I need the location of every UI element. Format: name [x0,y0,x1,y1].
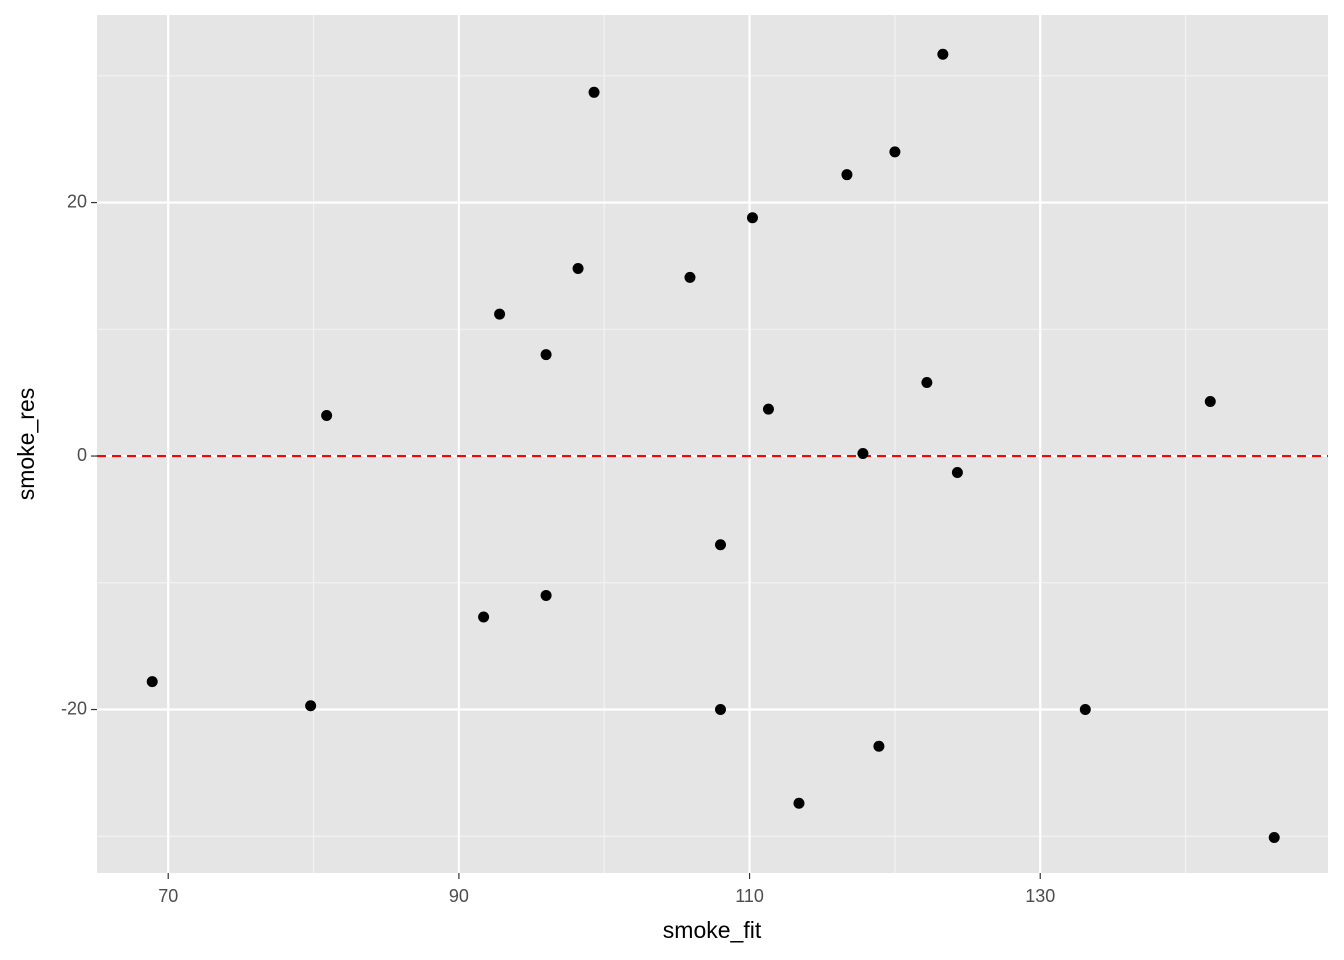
point [540,349,552,361]
panel [97,15,1328,873]
point [793,797,805,809]
point [540,589,552,601]
point [746,212,758,224]
point [762,403,774,415]
point [951,467,963,479]
point [921,377,933,389]
point [1079,704,1091,716]
x-tick-label: 130 [1025,886,1055,906]
point [857,448,869,460]
point [478,611,490,623]
point [841,169,853,181]
y-tick-label: 0 [77,445,87,465]
point [937,48,949,60]
y-axis-title: smoke_res [13,388,39,500]
point [305,700,317,712]
point [714,704,726,716]
point [714,539,726,551]
x-tick-label: 90 [449,886,469,906]
point [1204,396,1216,408]
point [588,86,600,98]
x-tick-label: 110 [735,886,764,906]
point [684,271,696,283]
point [146,676,158,688]
point [321,409,333,421]
y-tick-label: -20 [61,698,87,718]
x-tick-label: 70 [158,886,178,906]
point [1268,832,1280,844]
point [494,308,506,320]
y-tick-label: 20 [67,191,87,211]
point [572,262,584,274]
x-axis-title: smoke_fit [663,917,762,943]
point [873,740,885,752]
point [889,146,901,158]
